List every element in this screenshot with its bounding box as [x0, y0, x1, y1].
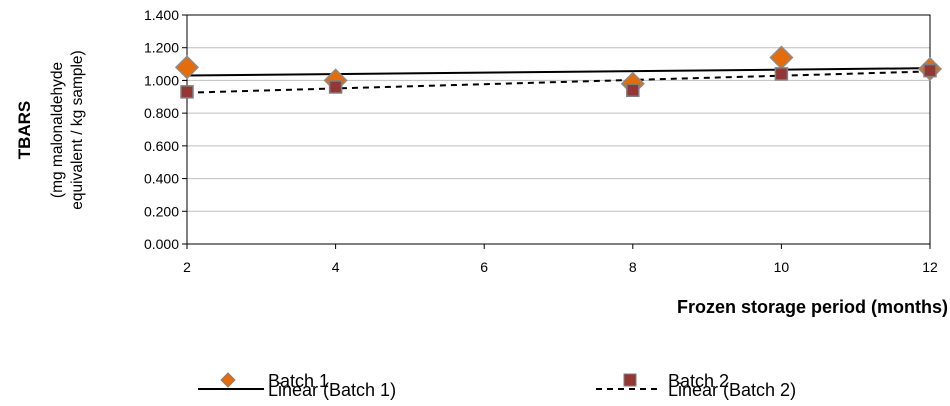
data-markers [174, 45, 943, 99]
y-tick-label: 1.000 [144, 72, 179, 88]
plot-frame [186, 14, 931, 245]
legend-item-batch1: Batch 1 [220, 371, 329, 391]
x-axis-title: Frozen storage period (months) [677, 297, 948, 317]
y-tick-label: 0.800 [144, 105, 179, 121]
legend-item-linear-batch2: Linear (Batch 2) [596, 380, 796, 400]
x-tick-labels: 2 4 6 8 10 12 [183, 259, 938, 275]
batch2-point [923, 63, 937, 78]
batch1-point [174, 55, 200, 80]
y-tick-label: 1.200 [144, 40, 179, 56]
x-tick-label: 4 [332, 259, 340, 275]
axes [182, 14, 931, 249]
y-tick-label: 0.600 [144, 138, 179, 154]
x-tick-label: 2 [183, 259, 191, 275]
legend-item-linear-batch1: Linear (Batch 1) [198, 380, 396, 400]
y-axis-subtitle-line2: equivalent / kg sample) [69, 50, 86, 209]
legend-label-batch1: Batch 1 [268, 371, 329, 391]
batch2-point [180, 85, 194, 99]
batch2-point [328, 80, 343, 94]
legend-label-linear-batch1: Linear (Batch 1) [268, 380, 396, 400]
batch2-point [774, 67, 789, 81]
y-tick-label: 0.200 [144, 203, 179, 219]
y-tick-label: 1.400 [144, 7, 179, 23]
trendline-batch1 [186, 67, 931, 77]
y-tick-label: 0.400 [144, 171, 179, 187]
legend-diamond-icon [220, 372, 236, 388]
x-tick-label: 12 [922, 259, 938, 275]
batch2-point [626, 83, 640, 97]
y-axis-subtitle-line1: (mg malonaldehyde [49, 62, 66, 198]
legend-label-batch2: Batch 2 [668, 371, 729, 391]
y-tick-labels: 0.000 0.200 0.400 0.600 0.800 1.000 1.200 1.400 [144, 7, 179, 252]
x-tick-label: 6 [480, 259, 488, 275]
legend-item-batch2: Batch 2 [623, 371, 729, 391]
x-tick-label: 10 [774, 259, 790, 275]
y-axis-title: TBARS [15, 101, 34, 160]
x-tick-label: 8 [629, 259, 637, 275]
batch1-point [769, 45, 794, 70]
gridlines [187, 14, 930, 212]
legend: Batch 1 Batch 2 Linear (Batch 1) Linear … [198, 371, 796, 400]
legend-square-icon [623, 373, 637, 387]
trendlines [186, 67, 931, 94]
legend-label-linear-batch2: Linear (Batch 2) [668, 380, 796, 400]
y-tick-label: 0.000 [144, 236, 179, 252]
trendline-batch2 [186, 70, 931, 94]
